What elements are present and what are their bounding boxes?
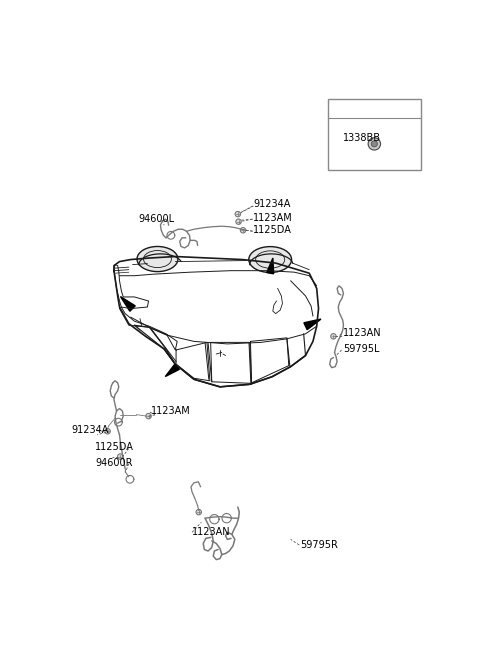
Text: 1338BB: 1338BB — [343, 133, 381, 143]
Ellipse shape — [137, 247, 178, 272]
Polygon shape — [267, 258, 274, 274]
Bar — [328, 99, 421, 170]
Text: 1123AN: 1123AN — [343, 328, 381, 338]
Text: 94600L: 94600L — [138, 214, 174, 224]
Circle shape — [118, 454, 123, 459]
Text: 59795R: 59795R — [300, 540, 338, 550]
Circle shape — [371, 141, 377, 147]
Circle shape — [146, 413, 151, 419]
Text: 1125DA: 1125DA — [253, 225, 292, 236]
Circle shape — [331, 334, 336, 339]
Circle shape — [235, 211, 240, 216]
Text: 91234A: 91234A — [71, 425, 108, 435]
Circle shape — [105, 428, 110, 434]
Polygon shape — [165, 364, 180, 377]
Text: 1123AN: 1123AN — [192, 527, 231, 537]
Circle shape — [240, 228, 246, 233]
Text: 1123AM: 1123AM — [151, 406, 191, 416]
Polygon shape — [304, 319, 321, 330]
Text: 59795L: 59795L — [343, 344, 379, 354]
Text: 94600R: 94600R — [96, 458, 133, 468]
Text: 91234A: 91234A — [253, 199, 291, 209]
Circle shape — [236, 219, 241, 224]
Circle shape — [368, 138, 381, 150]
Text: 1125DA: 1125DA — [96, 442, 134, 453]
Circle shape — [196, 510, 202, 515]
Text: 1123AM: 1123AM — [253, 213, 293, 222]
Polygon shape — [120, 297, 135, 311]
Ellipse shape — [249, 247, 291, 272]
